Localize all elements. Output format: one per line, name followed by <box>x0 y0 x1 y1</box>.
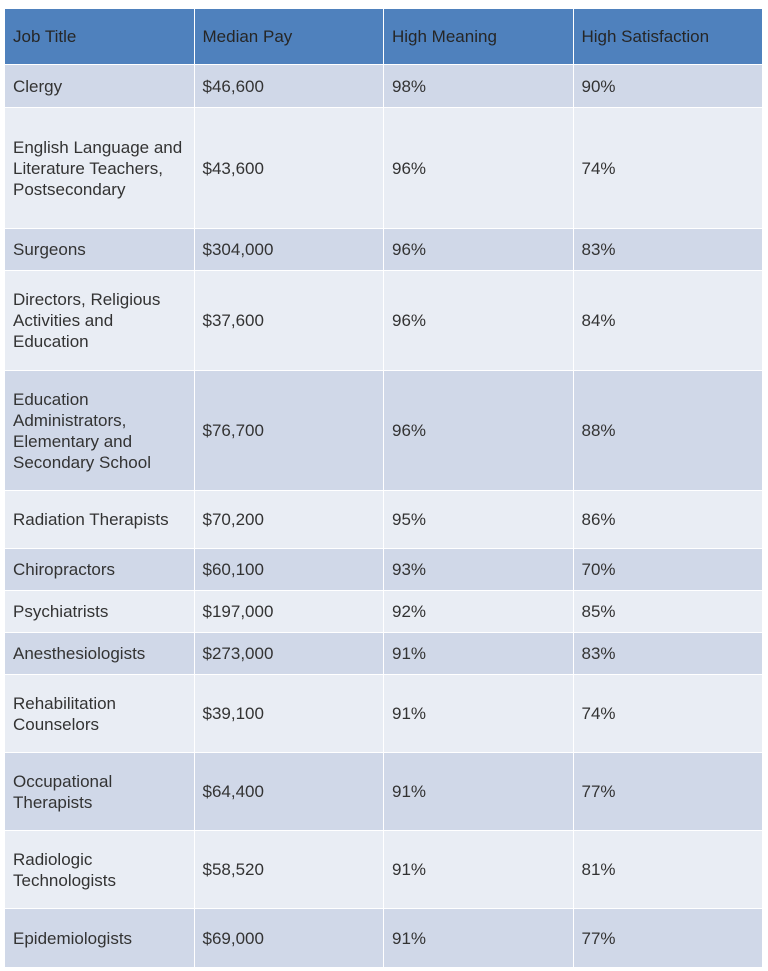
cell-high-meaning: 96% <box>383 270 574 371</box>
table-row: Rehabilitation Counselors $39,100 91% 74% <box>4 674 763 753</box>
cell-job-title: Chiropractors <box>4 548 195 591</box>
cell-job-title: Education Administrators, Elementary and… <box>4 370 195 491</box>
cell-median-pay: $43,600 <box>193 107 384 229</box>
cell-median-pay: $37,600 <box>193 270 384 371</box>
cell-high-meaning: 91% <box>383 674 574 753</box>
cell-job-title: Clergy <box>4 64 195 108</box>
cell-high-satisfaction: 77% <box>572 752 763 831</box>
jobs-table: Job Title Median Pay High Meaning High S… <box>4 8 763 968</box>
table-row: Radiation Therapists $70,200 95% 86% <box>4 490 763 549</box>
table-row: English Language and Literature Teachers… <box>4 107 763 229</box>
cell-median-pay: $273,000 <box>193 632 384 675</box>
table-row: Directors, Religious Activities and Educ… <box>4 270 763 371</box>
cell-median-pay: $46,600 <box>193 64 384 108</box>
cell-job-title: English Language and Literature Teachers… <box>4 107 195 229</box>
cell-high-meaning: 96% <box>383 228 574 271</box>
cell-job-title: Radiologic Technologists <box>4 830 195 909</box>
cell-high-satisfaction: 74% <box>572 107 763 229</box>
cell-high-satisfaction: 86% <box>572 490 763 549</box>
cell-high-satisfaction: 70% <box>572 548 763 591</box>
cell-high-meaning: 98% <box>383 64 574 108</box>
table-row: Anesthesiologists $273,000 91% 83% <box>4 632 763 675</box>
cell-high-satisfaction: 83% <box>572 228 763 271</box>
cell-high-satisfaction: 88% <box>572 370 763 491</box>
cell-median-pay: $60,100 <box>193 548 384 591</box>
cell-job-title: Epidemiologists <box>4 908 195 968</box>
header-high-satisfaction: High Satisfaction <box>572 8 763 65</box>
cell-median-pay: $39,100 <box>193 674 384 753</box>
cell-median-pay: $76,700 <box>193 370 384 491</box>
table-row: Chiropractors $60,100 93% 70% <box>4 548 763 591</box>
header-row: Job Title Median Pay High Meaning High S… <box>4 8 763 65</box>
cell-high-meaning: 93% <box>383 548 574 591</box>
cell-high-satisfaction: 81% <box>572 830 763 909</box>
cell-high-satisfaction: 85% <box>572 590 763 633</box>
cell-high-satisfaction: 90% <box>572 64 763 108</box>
table-row: Occupational Therapists $64,400 91% 77% <box>4 752 763 831</box>
cell-high-meaning: 91% <box>383 632 574 675</box>
table-row: Clergy $46,600 98% 90% <box>4 64 763 108</box>
cell-job-title: Radiation Therapists <box>4 490 195 549</box>
cell-high-meaning: 91% <box>383 830 574 909</box>
header-job-title: Job Title <box>4 8 195 65</box>
cell-high-meaning: 91% <box>383 752 574 831</box>
cell-job-title: Psychiatrists <box>4 590 195 633</box>
table-row: Psychiatrists $197,000 92% 85% <box>4 590 763 633</box>
table-row: Epidemiologists $69,000 91% 77% <box>4 908 763 968</box>
cell-median-pay: $70,200 <box>193 490 384 549</box>
cell-high-meaning: 91% <box>383 908 574 968</box>
cell-median-pay: $197,000 <box>193 590 384 633</box>
cell-job-title: Occupational Therapists <box>4 752 195 831</box>
cell-median-pay: $58,520 <box>193 830 384 909</box>
cell-high-satisfaction: 74% <box>572 674 763 753</box>
cell-job-title: Surgeons <box>4 228 195 271</box>
cell-job-title: Directors, Religious Activities and Educ… <box>4 270 195 371</box>
cell-job-title: Rehabilitation Counselors <box>4 674 195 753</box>
table-row: Surgeons $304,000 96% 83% <box>4 228 763 271</box>
table-row: Education Administrators, Elementary and… <box>4 370 763 491</box>
cell-high-satisfaction: 84% <box>572 270 763 371</box>
cell-high-satisfaction: 83% <box>572 632 763 675</box>
cell-median-pay: $64,400 <box>193 752 384 831</box>
cell-median-pay: $69,000 <box>193 908 384 968</box>
cell-high-meaning: 96% <box>383 370 574 491</box>
cell-high-meaning: 96% <box>383 107 574 229</box>
cell-high-meaning: 95% <box>383 490 574 549</box>
cell-high-meaning: 92% <box>383 590 574 633</box>
cell-median-pay: $304,000 <box>193 228 384 271</box>
cell-job-title: Anesthesiologists <box>4 632 195 675</box>
header-median-pay: Median Pay <box>193 8 384 65</box>
header-high-meaning: High Meaning <box>383 8 574 65</box>
table-row: Radiologic Technologists $58,520 91% 81% <box>4 830 763 909</box>
cell-high-satisfaction: 77% <box>572 908 763 968</box>
